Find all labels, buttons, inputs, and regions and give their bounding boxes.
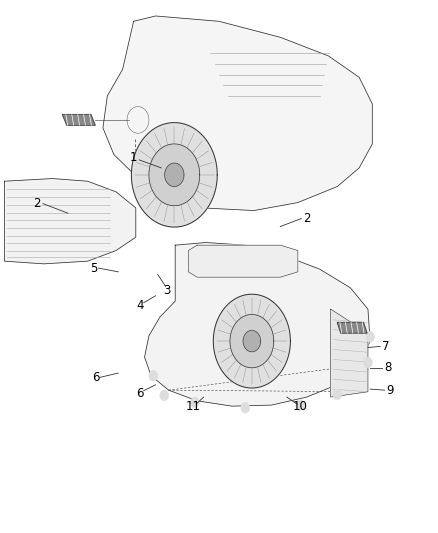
Text: 3: 3 [163, 284, 170, 297]
Text: 2: 2 [33, 197, 41, 210]
Text: 11: 11 [185, 400, 200, 413]
Polygon shape [149, 144, 200, 206]
Polygon shape [331, 309, 368, 397]
Polygon shape [230, 314, 274, 368]
Text: 2: 2 [303, 212, 311, 225]
Text: 1: 1 [130, 151, 138, 164]
Circle shape [241, 402, 250, 413]
Polygon shape [4, 179, 136, 264]
Circle shape [296, 400, 304, 410]
Text: 7: 7 [381, 340, 389, 353]
Circle shape [160, 390, 169, 401]
Text: 6: 6 [136, 387, 144, 400]
Text: 4: 4 [136, 299, 144, 312]
Circle shape [366, 332, 374, 342]
Polygon shape [213, 294, 290, 388]
Text: 6: 6 [92, 371, 99, 384]
Polygon shape [165, 163, 184, 187]
Polygon shape [188, 245, 298, 277]
Polygon shape [62, 115, 95, 125]
Text: 10: 10 [293, 400, 307, 413]
Circle shape [364, 357, 372, 368]
Polygon shape [337, 322, 367, 333]
Circle shape [191, 397, 199, 408]
Polygon shape [243, 330, 261, 352]
Polygon shape [166, 144, 201, 195]
Polygon shape [145, 243, 370, 406]
Text: 5: 5 [91, 262, 98, 274]
Polygon shape [103, 16, 372, 211]
Circle shape [333, 389, 342, 400]
Text: 9: 9 [386, 384, 394, 397]
Polygon shape [131, 123, 217, 227]
Text: 8: 8 [384, 361, 391, 374]
Circle shape [149, 370, 158, 381]
